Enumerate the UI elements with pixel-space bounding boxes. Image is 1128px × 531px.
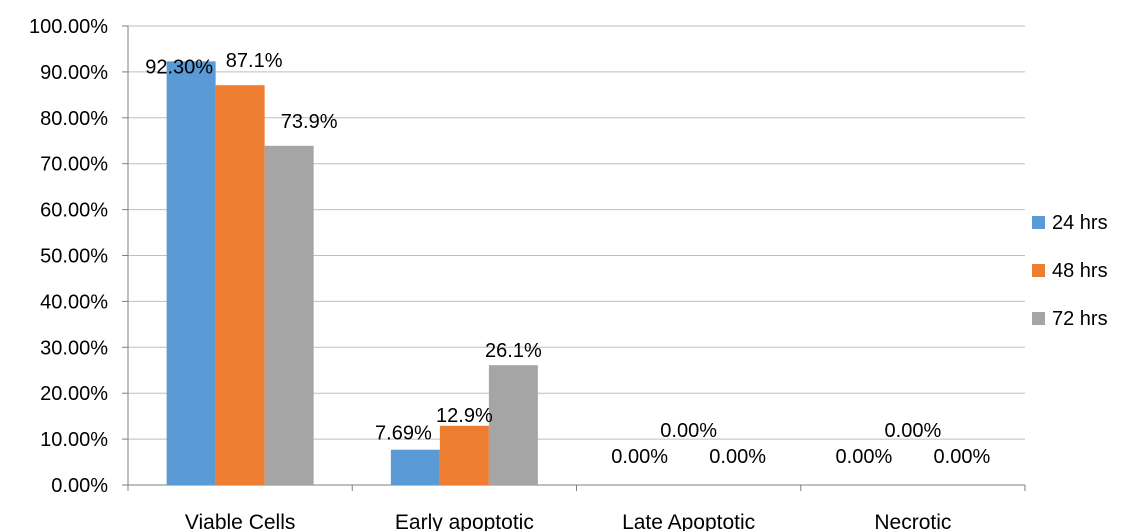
y-tick-label: 20.00% <box>40 383 108 405</box>
y-tick-label: 80.00% <box>40 108 108 130</box>
bar-24-hrs <box>166 61 216 486</box>
data-label: 0.00% <box>611 446 668 468</box>
data-label: 7.69% <box>375 423 432 445</box>
legend-swatch <box>1032 264 1045 277</box>
bar-48-hrs <box>215 85 265 485</box>
y-tick-label: 30.00% <box>40 337 108 359</box>
bar-24-hrs <box>390 449 440 485</box>
y-tick-label: 10.00% <box>40 429 108 451</box>
x-tick-label: Viable Cells <box>185 511 296 531</box>
data-label: 0.00% <box>660 420 717 442</box>
bar-72-hrs <box>264 145 314 485</box>
x-tick-label: Necrotic <box>874 511 951 531</box>
bar-72-hrs <box>488 365 538 485</box>
bars <box>166 61 538 486</box>
bar-48-hrs <box>439 425 489 485</box>
data-label: 0.00% <box>885 420 942 442</box>
legend-label: 24 hrs <box>1052 212 1108 234</box>
data-label: 73.9% <box>281 111 338 133</box>
data-label: 12.9% <box>436 405 493 427</box>
y-tick-label: 60.00% <box>40 200 108 222</box>
legend-swatch <box>1032 216 1045 229</box>
data-label: 0.00% <box>709 446 766 468</box>
y-tick-label: 50.00% <box>40 246 108 268</box>
data-label: 0.00% <box>934 446 991 468</box>
data-labels: 92.30% 87.1% 73.9% 7.69%12.9% 26.1% 0.00% 0.00… <box>145 50 990 468</box>
y-tick-label: 40.00% <box>40 291 108 313</box>
legend: 24 hrs 48 hrs 72 hrs <box>1032 212 1108 330</box>
data-label: 0.00% <box>836 446 893 468</box>
data-label: 26.1% <box>485 340 542 362</box>
legend-label: 48 hrs <box>1052 260 1108 282</box>
data-label: 87.1% <box>226 50 283 72</box>
y-tick-label: 90.00% <box>40 62 108 84</box>
legend-label: 72 hrs <box>1052 308 1108 330</box>
legend-swatch <box>1032 312 1045 325</box>
y-tick-label: 70.00% <box>40 154 108 176</box>
data-label: 92.30% <box>145 56 213 78</box>
axes: 0.00% 10.00% 20.00% 30.00% 40.00% 50.00% 60.00… <box>29 16 1026 531</box>
x-tick-label: Late Apoptotic <box>622 511 755 531</box>
x-tick-label: Early apoptotic <box>395 511 534 531</box>
y-tick-label: 100.00% <box>29 16 108 38</box>
y-tick-label: 0.00% <box>51 475 108 497</box>
